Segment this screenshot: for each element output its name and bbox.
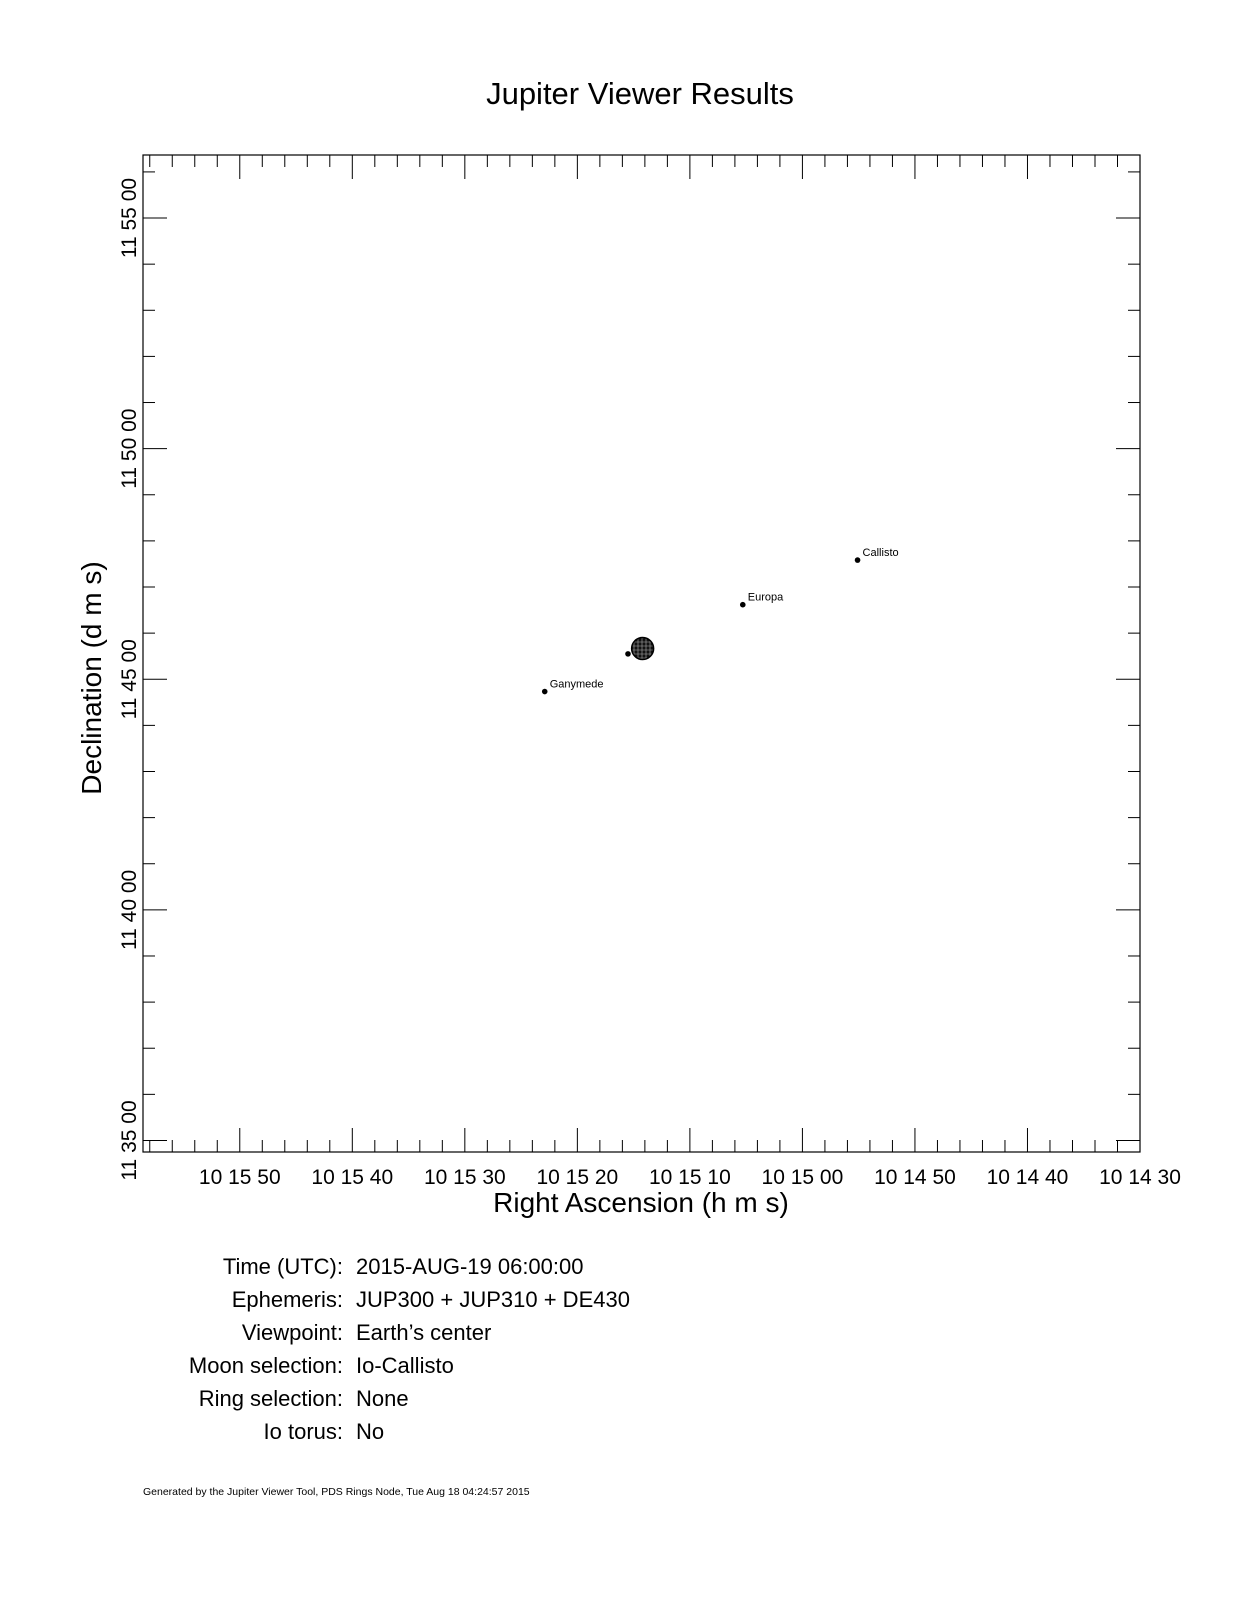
info-value-ring-selection: None: [356, 1386, 409, 1411]
info-row-ring-selection: Ring selection: None: [0, 1384, 1236, 1414]
y-tick-label: 11 55 00: [118, 178, 141, 258]
plot-frame: [142, 154, 1141, 1153]
info-label-ring-selection: Ring selection:: [198, 1386, 343, 1411]
x-tick-label: 10 14 50: [874, 1166, 956, 1189]
info-row-io-torus: Io torus: No: [0, 1417, 1236, 1447]
info-value-time: 2015-AUG-19 06:00:00: [356, 1254, 584, 1279]
info-value-io-torus: No: [356, 1419, 385, 1444]
x-tick-label: 10 15 40: [311, 1166, 393, 1189]
x-tick-label: 10 15 50: [199, 1166, 281, 1189]
moon-label-europa: Europa: [748, 592, 784, 604]
info-label-viewpoint: Viewpoint:: [241, 1320, 343, 1345]
info-row-time: Time (UTC): 2015-AUG-19 06:00:00: [0, 1252, 1236, 1282]
info-label-time: Time (UTC):: [222, 1254, 343, 1279]
info-label-moon-selection: Moon selection:: [188, 1353, 343, 1378]
info-value-moon-selection: Io-Callisto: [356, 1353, 454, 1378]
y-axis-label: Declination (d m s): [76, 561, 107, 794]
info-value-ephemeris: JUP300 + JUP310 + DE430: [356, 1287, 630, 1312]
plot-marks: Europa Callisto Ganymede: [541, 547, 899, 695]
jupiter-disk: [630, 636, 655, 661]
moon-point-ganymede: [541, 688, 548, 695]
chart-title: Jupiter Viewer Results: [486, 76, 794, 111]
x-tick-label: 10 15 30: [424, 1166, 506, 1189]
y-axis-tick-labels: 11 35 00 11 40 00 11 45 00 11 50 00 11 55 00: [118, 178, 141, 1181]
x-tick-label: 10 14 30: [1099, 1166, 1181, 1189]
info-row-ephemeris: Ephemeris: JUP300 + JUP310 + DE430: [0, 1285, 1236, 1315]
x-tick-label: 10 15 10: [649, 1166, 731, 1189]
moon-point-io: [625, 651, 631, 657]
moon-label-ganymede: Ganymede: [550, 679, 604, 691]
x-tick-label: 10 14 40: [987, 1166, 1069, 1189]
info-row-moon-selection: Moon selection: Io-Callisto: [0, 1351, 1236, 1381]
x-axis-ticks: [149, 155, 1141, 1152]
y-tick-label: 11 50 00: [118, 409, 141, 489]
info-row-viewpoint: Viewpoint: Earth’s center: [0, 1318, 1236, 1348]
y-tick-label: 11 45 00: [118, 639, 141, 719]
moon-point-europa: [739, 601, 746, 608]
footer-credit: Generated by the Jupiter Viewer Tool, PD…: [143, 1486, 530, 1498]
info-value-viewpoint: Earth’s center: [356, 1320, 492, 1345]
info-label-ephemeris: Ephemeris:: [231, 1287, 343, 1312]
moon-label-callisto: Callisto: [863, 547, 899, 559]
y-tick-label: 11 35 00: [118, 1100, 141, 1180]
x-tick-label: 10 15 00: [762, 1166, 844, 1189]
info-label-io-torus: Io torus:: [263, 1419, 343, 1444]
x-axis-label: Right Ascension (h m s): [493, 1187, 789, 1218]
x-tick-label: 10 15 20: [536, 1166, 618, 1189]
jupiter-plot: Jupiter Viewer Results 10 15 50 10 15 40 1…: [76, 76, 1181, 1218]
y-axis-ticks: [143, 171, 1140, 1141]
y-tick-label: 11 40 00: [118, 870, 141, 950]
moon-point-callisto: [854, 557, 861, 563]
x-axis-tick-labels: 10 15 50 10 15 40 10 15 30 10 15 20 10 15 10…: [199, 1166, 1181, 1189]
